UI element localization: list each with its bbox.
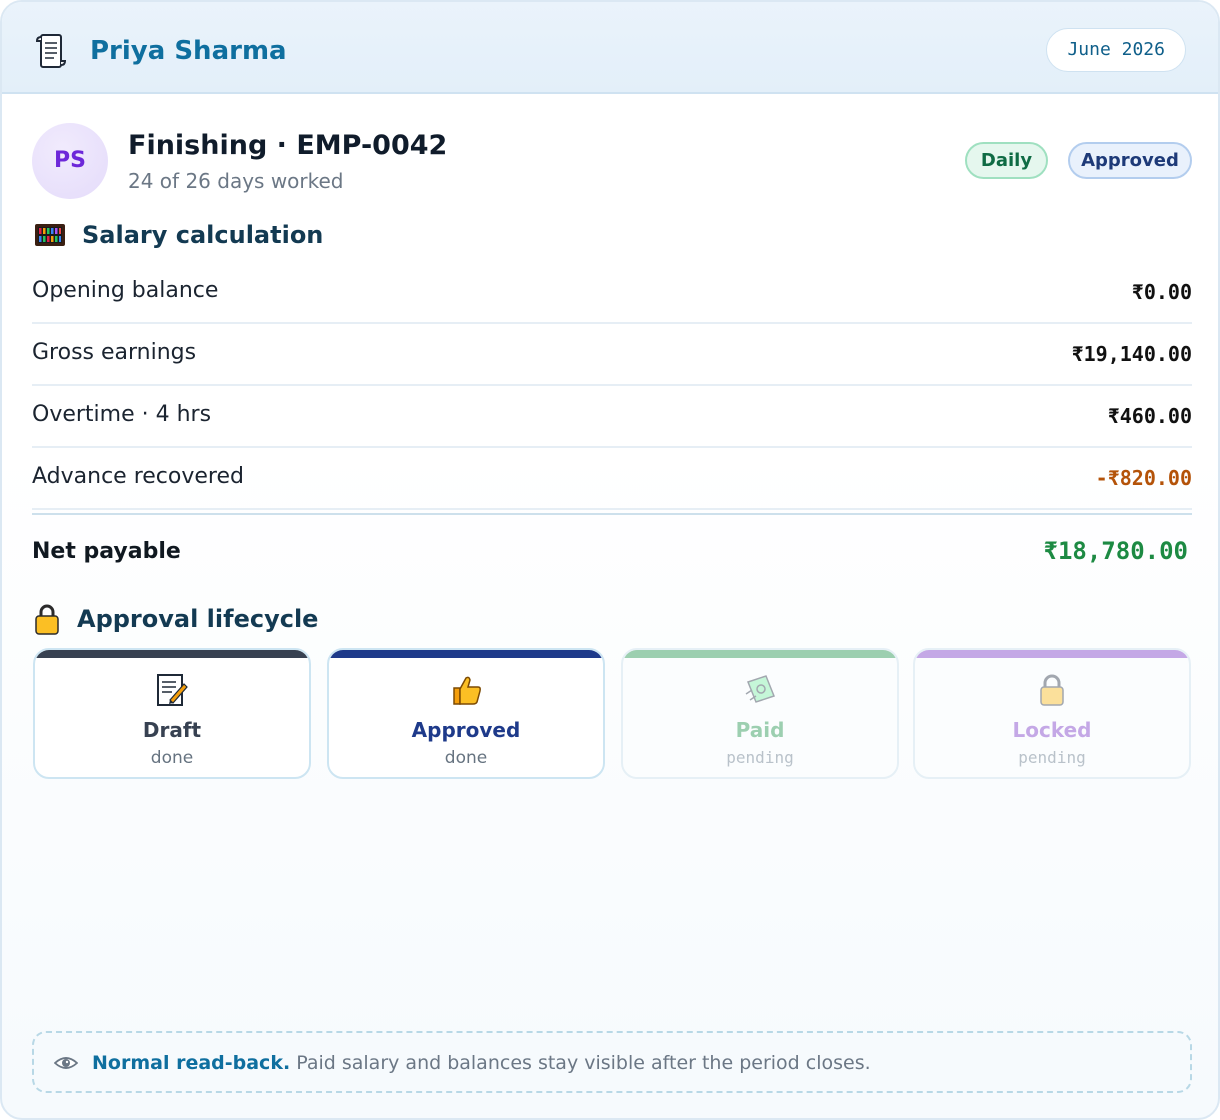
days-worked: 24 of 26 days worked [128, 169, 344, 193]
stage-bar [623, 650, 897, 658]
period-selector[interactable]: June 2026 [1046, 28, 1186, 72]
salary-section-title: Salary calculation [82, 221, 324, 249]
stage-status: done [444, 748, 488, 768]
stage-bar [35, 650, 309, 658]
net-payable-label: Net payable [32, 539, 181, 564]
net-divider [32, 513, 1192, 515]
eye-icon [54, 1057, 78, 1069]
status-badge: Approved [1068, 142, 1192, 179]
note-text: Normal read-back. Paid salary and balanc… [92, 1052, 871, 1074]
lifecycle-section-title: Approval lifecycle [77, 605, 319, 633]
stage-label: Locked [1012, 718, 1092, 742]
thumbs-up-icon [453, 676, 481, 705]
lock-icon [35, 604, 59, 635]
stage-paid[interactable]: Paid pending [621, 648, 899, 779]
readback-note: Normal read-back. Paid salary and balanc… [32, 1031, 1192, 1093]
avatar: PS [32, 123, 108, 199]
payslip-header: Priya Sharma June 2026 [2, 2, 1218, 94]
stage-approved[interactable]: Approved done [327, 648, 605, 779]
stage-label: Draft [142, 718, 202, 742]
stage-status: pending [1018, 748, 1086, 767]
stage-status: done [150, 748, 194, 768]
salary-row: Advance recovered -₹820.00 [32, 448, 1192, 510]
salary-row-label: Opening balance [32, 278, 219, 303]
money-icon [745, 675, 775, 703]
stage-status: pending [726, 748, 794, 767]
note-body: Paid salary and balances stay visible af… [296, 1052, 871, 1074]
note-strong: Normal read-back. [92, 1052, 291, 1074]
pay-type-badge: Daily [965, 142, 1048, 179]
salary-row-value: ₹460.00 [1107, 404, 1192, 428]
stage-label: Paid [735, 718, 785, 742]
salary-row-label: Gross earnings [32, 340, 197, 365]
stage-bar [915, 650, 1189, 658]
net-payable-value: ₹18,780.00 [1043, 537, 1189, 565]
employee-department-id: Finishing · EMP-0042 [128, 130, 448, 161]
salary-row-label: Overtime · 4 hrs [32, 402, 212, 427]
lock-icon [1040, 674, 1064, 706]
stage-locked[interactable]: Locked pending [913, 648, 1191, 779]
abacus-icon [35, 224, 65, 246]
stage-draft[interactable]: Draft done [33, 648, 311, 779]
memo-icon [157, 674, 188, 706]
salary-row-label: Advance recovered [32, 464, 244, 489]
salary-row-value: ₹0.00 [1131, 280, 1192, 304]
salary-row: Overtime · 4 hrs ₹460.00 [32, 386, 1192, 448]
scroll-icon [35, 34, 67, 68]
stage-label: Approved [411, 718, 521, 742]
salary-row: Opening balance ₹0.00 [32, 262, 1192, 324]
employee-name: Priya Sharma [90, 36, 287, 66]
salary-row-value: -₹820.00 [1095, 466, 1192, 490]
salary-row: Gross earnings ₹19,140.00 [32, 324, 1192, 386]
salary-row-value: ₹19,140.00 [1071, 342, 1192, 366]
stage-bar [329, 650, 603, 658]
